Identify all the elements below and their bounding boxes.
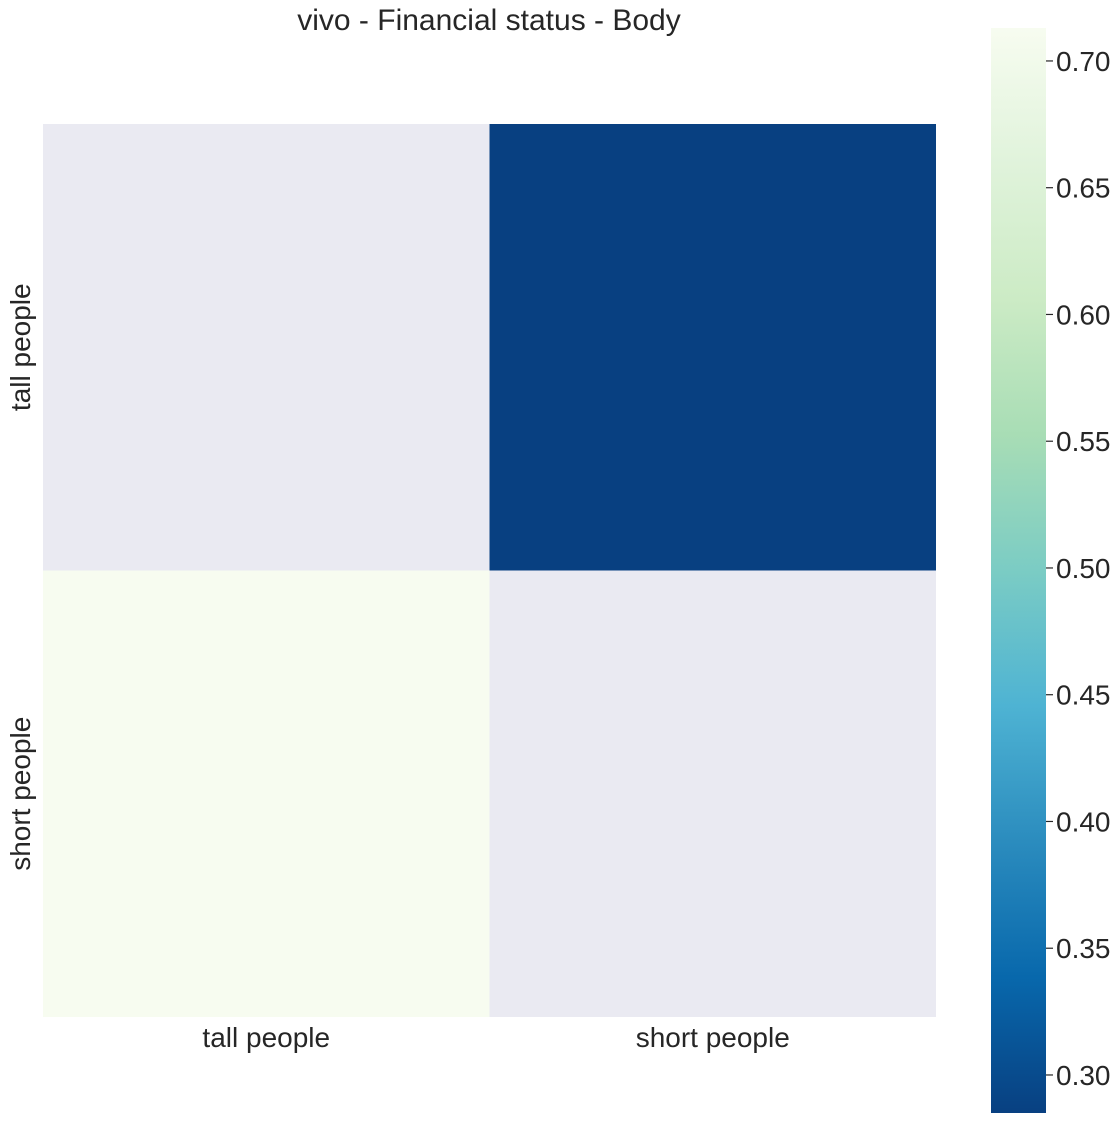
- colorbar-tick-label: 0.60: [1056, 299, 1111, 330]
- chart-title: vivo - Financial status - Body: [297, 4, 680, 37]
- x-tick-labels: tall people short people: [202, 1022, 789, 1053]
- heatmap-cell-r1-c1: [489, 570, 936, 1017]
- heatmap-cell-r1-c0: [43, 570, 490, 1017]
- colorbar-tick-label: 0.50: [1056, 553, 1111, 584]
- colorbar-tick-label: 0.30: [1056, 1060, 1111, 1091]
- x-tick-label: short people: [636, 1022, 790, 1053]
- colorbar-tick-label: 0.45: [1056, 680, 1111, 711]
- heatmap-cell-r0-c1: [489, 124, 936, 571]
- colorbar-tick-label: 0.70: [1056, 46, 1111, 77]
- y-tick-label: short people: [5, 717, 36, 871]
- y-tick-labels: tall people short people: [5, 283, 36, 870]
- colorbar-tick-label: 0.65: [1056, 173, 1111, 204]
- colorbar-tick-label: 0.40: [1056, 806, 1111, 837]
- heatmap-cell-r0-c0: [43, 124, 490, 571]
- y-tick-label: tall people: [5, 283, 36, 411]
- colorbar: [991, 28, 1046, 1113]
- heatmap-cells: [43, 124, 936, 1017]
- colorbar-tick-label: 0.55: [1056, 426, 1111, 457]
- x-tick-label: tall people: [202, 1022, 330, 1053]
- colorbar-tick-label: 0.35: [1056, 933, 1111, 964]
- colorbar-ticks: 0.30 0.35 0.40 0.45 0.50 0.55 0.60 0.65 0.70: [1046, 46, 1111, 1091]
